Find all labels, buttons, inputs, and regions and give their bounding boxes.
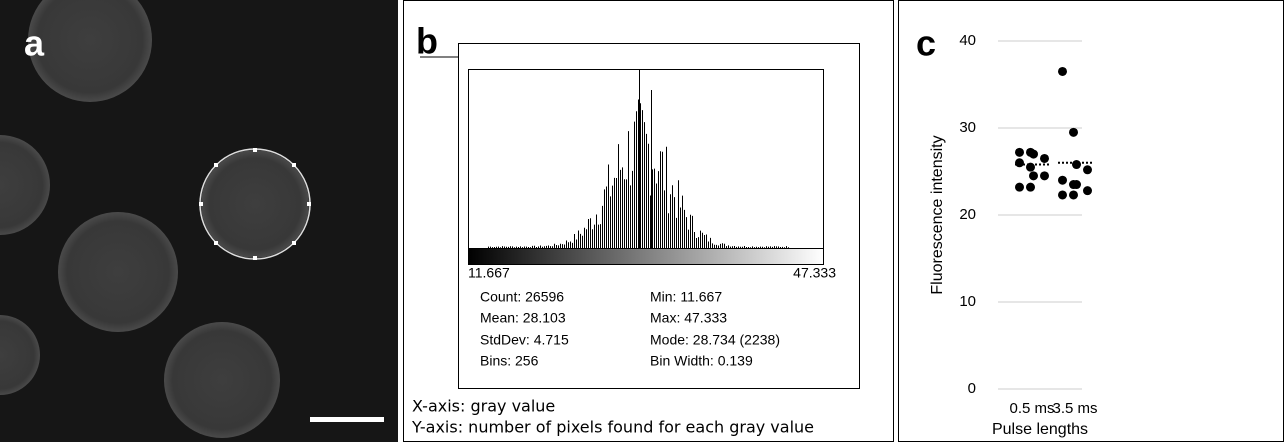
- panel-c: c Pulse lengths Fluorescence intensity 0…: [899, 1, 1284, 442]
- y-tick-label: 0: [968, 380, 976, 397]
- figure: a 11.667 47.333 Count: 26596 Min: 11.667…: [0, 0, 1284, 442]
- stat: Max: 47.333: [650, 310, 727, 326]
- data-point: [1040, 171, 1049, 180]
- data-point: [1083, 186, 1092, 195]
- cell: [58, 212, 178, 332]
- note: Y-axis: number of pixels found for each …: [411, 418, 814, 437]
- min-label: 11.667: [468, 265, 510, 281]
- data-point: [1058, 176, 1067, 185]
- data-point: [1058, 190, 1067, 199]
- data-point: [1058, 67, 1067, 76]
- data-point: [1040, 154, 1049, 163]
- y-tick-label: 30: [959, 119, 976, 136]
- data-point: [1069, 128, 1078, 137]
- data-point: [1029, 150, 1038, 159]
- y-tick-label: 10: [959, 293, 976, 310]
- stat: Bin Width: 0.139: [650, 353, 753, 369]
- x-tick-label: 3.5 ms: [1052, 400, 1097, 417]
- data-point: [1015, 148, 1024, 157]
- stat: StdDev: 4.715: [480, 332, 569, 348]
- data-point: [1083, 165, 1092, 174]
- data-point: [1072, 180, 1081, 189]
- data-point: [1072, 160, 1081, 169]
- stat: Bins: 256: [480, 353, 539, 369]
- data-point: [1026, 183, 1035, 192]
- stat: Mean: 28.103: [480, 310, 566, 326]
- lut-bar: [469, 249, 824, 265]
- panel-frame: [899, 1, 1284, 442]
- panel-label: a: [24, 23, 45, 64]
- data-point: [1015, 158, 1024, 167]
- scale-bar: [310, 417, 384, 422]
- panel-a: a: [0, 0, 398, 442]
- y-tick-label: 20: [959, 206, 976, 223]
- x-axis-label: Pulse lengths: [992, 421, 1088, 438]
- x-tick-label: 0.5 ms: [1009, 400, 1054, 417]
- stat: Count: 26596: [480, 289, 564, 305]
- panel-label: c: [916, 23, 936, 64]
- y-axis-label: Fluorescence intensity: [929, 135, 946, 294]
- panel-b: 11.667 47.333 Count: 26596 Min: 11.667 M…: [404, 1, 894, 442]
- data-point: [1015, 183, 1024, 192]
- note: X-axis: gray value: [412, 397, 555, 416]
- data-point: [1069, 190, 1078, 199]
- max-label: 47.333: [793, 265, 836, 281]
- stat: Min: 11.667: [650, 289, 722, 305]
- data-point: [1029, 171, 1038, 180]
- stat: Mode: 28.734 (2238): [650, 332, 780, 348]
- panel-label: b: [416, 21, 438, 62]
- cell: [164, 322, 280, 438]
- y-tick-label: 40: [959, 32, 976, 49]
- page: a 11.667 47.333 Count: 26596 Min: 11.667…: [0, 0, 1284, 447]
